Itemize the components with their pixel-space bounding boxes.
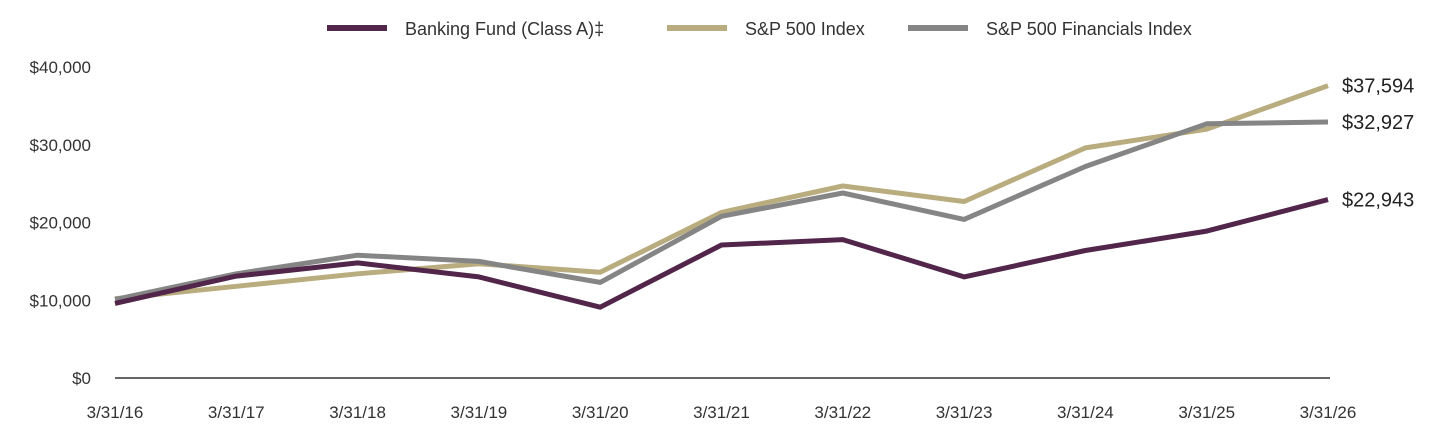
- x-axis: 3/31/16 3/31/17 3/31/18 3/31/19 3/31/20 3/31/…: [87, 377, 1357, 422]
- legend: Banking Fund (Class A)‡ S&P 500 Index S&P …: [327, 19, 1192, 39]
- y-tick-label: $0: [72, 369, 91, 388]
- x-tick-label: 3/31/24: [1057, 403, 1114, 422]
- x-tick-label: 3/31/17: [208, 403, 265, 422]
- y-tick-label: $40,000: [30, 58, 91, 77]
- end-labels: $22,943 $37,594 $32,927: [1342, 76, 1414, 212]
- series-line-2: [114, 119, 1329, 302]
- x-tick-label: 3/31/23: [936, 403, 993, 422]
- end-value-label: $22,943: [1342, 190, 1414, 212]
- x-tick-label: 3/31/22: [814, 403, 871, 422]
- y-tick-label: $20,000: [30, 214, 91, 233]
- end-value-label: $37,594: [1342, 76, 1414, 98]
- x-tick-label: 3/31/25: [1178, 403, 1235, 422]
- series-layer: [114, 83, 1329, 310]
- x-tick-label: 3/31/16: [87, 403, 144, 422]
- y-tick-label: $10,000: [30, 291, 91, 310]
- y-tick-label: $30,000: [30, 136, 91, 155]
- legend-label: S&P 500 Index: [745, 19, 865, 39]
- legend-label: S&P 500 Financials Index: [986, 19, 1192, 39]
- x-tick-label: 3/31/26: [1300, 403, 1357, 422]
- x-tick-label: 3/31/20: [572, 403, 629, 422]
- legend-label: Banking Fund (Class A)‡: [405, 19, 604, 39]
- x-tick-label: 3/31/19: [451, 403, 508, 422]
- y-axis: $0 $10,000 $20,000 $30,000 $40,000: [30, 58, 91, 388]
- end-value-label: $32,927: [1342, 112, 1414, 134]
- x-tick-label: 3/31/21: [693, 403, 750, 422]
- series-line-1: [114, 83, 1329, 302]
- x-tick-label: 3/31/18: [329, 403, 386, 422]
- series-line-0: [114, 197, 1329, 310]
